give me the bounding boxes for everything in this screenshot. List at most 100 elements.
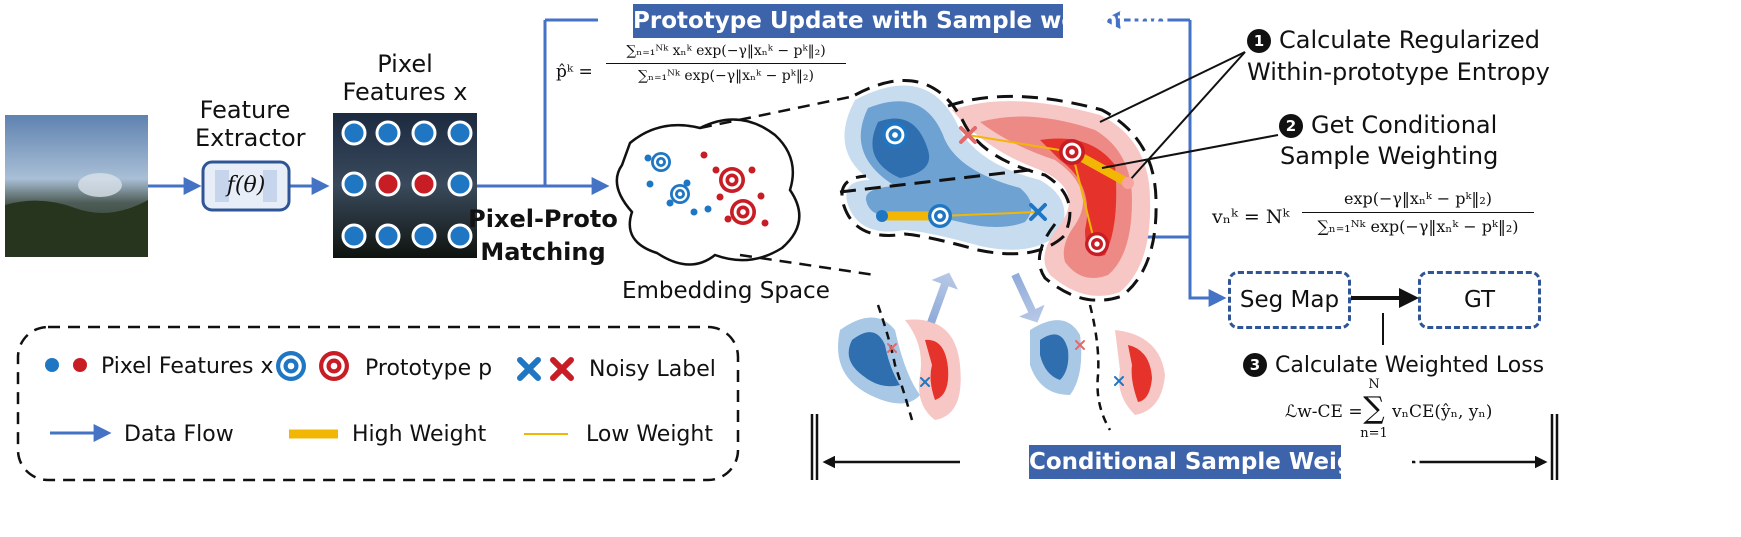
embedding-blue-dot <box>683 179 691 187</box>
matching-line1: Pixel-Proto <box>468 205 618 233</box>
prototype-update-formula-lhs: p̂ᵏ = <box>556 62 593 82</box>
prototype-icon <box>670 184 690 204</box>
embedding-red-dot <box>748 166 756 174</box>
pixel-feature-dot <box>411 171 437 197</box>
transition-arrows <box>927 272 1045 324</box>
legend-pixel-features-label: Pixel Features x <box>101 354 274 379</box>
prototype-icon <box>1085 232 1109 256</box>
noisy-label-cross-icon <box>887 343 897 353</box>
embedding-red-dot <box>716 193 724 201</box>
step2-number-badge: 2 <box>1279 114 1303 138</box>
weight-formula-denominator: ∑ₙ₌₁ᴺᵏ exp(−γ‖xₙᵏ − pᵏ‖₂) <box>1317 217 1519 236</box>
loss-formula-rhs: vₙCE(ŷₙ, yₙ) <box>1392 402 1493 422</box>
seg-map-box: Seg Map <box>1228 271 1351 329</box>
step3-text: Calculate Weighted Loss <box>1275 353 1545 378</box>
feature-extractor-function: f(θ) <box>226 173 266 198</box>
weight-formula-numerator: exp(−γ‖xₙᵏ − pᵏ‖₂) <box>1302 188 1534 213</box>
prototype-update-banner: Prototype Update with Sample weighting <box>633 4 1169 38</box>
prototype-update-numerator: ∑ₙ₌₁ᴺᵏ xₙᵏ exp(−γ‖xₙᵏ − pᵏ‖₂) <box>606 42 846 64</box>
matching-line2: Matching <box>480 238 606 266</box>
pixel-feature-dot <box>341 223 367 249</box>
step3-number-badge: 3 <box>1243 353 1267 377</box>
embedding-blue-dot <box>666 199 674 207</box>
prototype-icon <box>1059 139 1085 165</box>
legend-high-weight-label: High Weight <box>352 422 487 447</box>
legend-low-weight-label: Low Weight <box>586 422 713 447</box>
pixel-feature-dot <box>411 120 437 146</box>
pixel-feature-dot <box>341 120 367 146</box>
weight-formula-lhs: vₙᵏ = Nᵏ <box>1212 206 1290 228</box>
noisy-labels-layer <box>517 126 1124 387</box>
input-image <box>5 115 148 257</box>
embedding-space-label: Embedding Space <box>622 278 830 304</box>
prototype-clusters-main <box>839 79 1158 302</box>
pixel-features-label-line1: Pixel <box>377 50 433 78</box>
step2-line1: Get Conditional <box>1311 111 1498 139</box>
weight-formula-fraction: exp(−γ‖xₙᵏ − pᵏ‖₂) ∑ₙ₌₁ᴺᵏ exp(−γ‖xₙᵏ − p… <box>1302 188 1534 237</box>
feature-extractor-label-line1: Feature <box>199 96 291 124</box>
pixel-feature-dot <box>375 223 401 249</box>
prototype-icon <box>319 351 349 381</box>
loss-formula-sum-symbol: ∑ <box>1363 391 1385 426</box>
loss-formula-sum-bottom: n=1 <box>1360 426 1388 441</box>
legend-noisy-label-label: Noisy Label <box>589 357 716 382</box>
pixel-proto-matching-label: Pixel-Proto Matching <box>468 205 618 266</box>
loss-formula-sum-top: N <box>1368 377 1380 392</box>
legend-prototype-label: Prototype p <box>365 356 493 381</box>
feature-extractor-box <box>201 160 291 212</box>
step1-line1: Calculate Regularized <box>1279 26 1541 54</box>
embedding-red-dot <box>712 166 720 174</box>
step1-line2: Within-prototype Entropy <box>1247 58 1550 86</box>
noisy-label-cross-icon <box>517 357 541 381</box>
main-blue-dot <box>876 210 888 222</box>
legend-blue-dot-icon <box>45 358 59 372</box>
legend-red-dot-icon <box>73 358 87 372</box>
prototype-icon <box>719 167 745 193</box>
prototype-icon <box>882 122 908 148</box>
main-pink-dot <box>1122 177 1134 189</box>
loss-formula-lhs: ℒw-CE = <box>1285 402 1363 422</box>
pixel-features-label-line2: Features x <box>342 78 468 106</box>
pixel-feature-dot <box>447 171 473 197</box>
embedding-blue-dot <box>690 208 698 216</box>
feature-extractor-label: Feature Extractor <box>195 96 306 152</box>
pixel-feature-dot <box>447 120 473 146</box>
prototype-icon <box>651 152 671 172</box>
pixel-features-label: Pixel Features x <box>335 50 475 106</box>
embedding-red-dot <box>700 151 708 159</box>
prototype-icon <box>276 351 306 381</box>
legend-panel <box>16 325 740 482</box>
embedding-blue-dot <box>704 205 712 213</box>
embedding-blue-dot <box>646 180 654 188</box>
callout-lines <box>1099 51 1384 345</box>
prototype-update-denominator: ∑ₙ₌₁ᴺᵏ exp(−γ‖xₙᵏ − pᵏ‖₂) <box>638 68 814 84</box>
embedding-red-dot <box>724 215 732 223</box>
pixel-feature-dot <box>447 223 473 249</box>
step1-number-badge: 1 <box>1247 29 1271 53</box>
cluster-view-before <box>838 304 961 421</box>
bottom-span-arrows <box>810 414 1559 480</box>
conditional-sample-weighting-banner: Conditional Sample Weighting <box>1029 445 1421 479</box>
pixel-feature-dot <box>375 120 401 146</box>
noisy-label-cross-icon <box>959 126 977 144</box>
step3-callout: 3 Calculate Weighted Loss <box>1243 352 1544 380</box>
embedding-space-blob <box>615 95 876 277</box>
embedding-red-dot <box>761 219 769 227</box>
noisy-label-cross-icon <box>1075 340 1085 350</box>
embedding-blue-dot <box>644 154 652 162</box>
feature-extractor-label-line2: Extractor <box>195 124 306 152</box>
step2-line2: Sample Weighting <box>1280 142 1499 170</box>
noisy-label-cross-icon <box>1114 376 1124 386</box>
prototype-icon <box>928 204 952 228</box>
noisy-label-cross-icon <box>920 377 930 387</box>
prototype-icon <box>730 199 756 225</box>
legend-data-flow-label: Data Flow <box>124 422 234 447</box>
pixel-feature-dot <box>341 171 367 197</box>
step1-callout: 1 Calculate Regularized <box>1247 26 1540 54</box>
gt-box: GT <box>1418 271 1541 329</box>
prototype-update-formula-fraction: ∑ₙ₌₁ᴺᵏ xₙᵏ exp(−γ‖xₙᵏ − pᵏ‖₂) ∑ₙ₌₁ᴺᵏ exp… <box>606 42 846 85</box>
dots-layer <box>45 120 1134 372</box>
noisy-label-cross-icon <box>550 357 574 381</box>
step2-callout: 2 Get Conditional <box>1279 111 1497 139</box>
